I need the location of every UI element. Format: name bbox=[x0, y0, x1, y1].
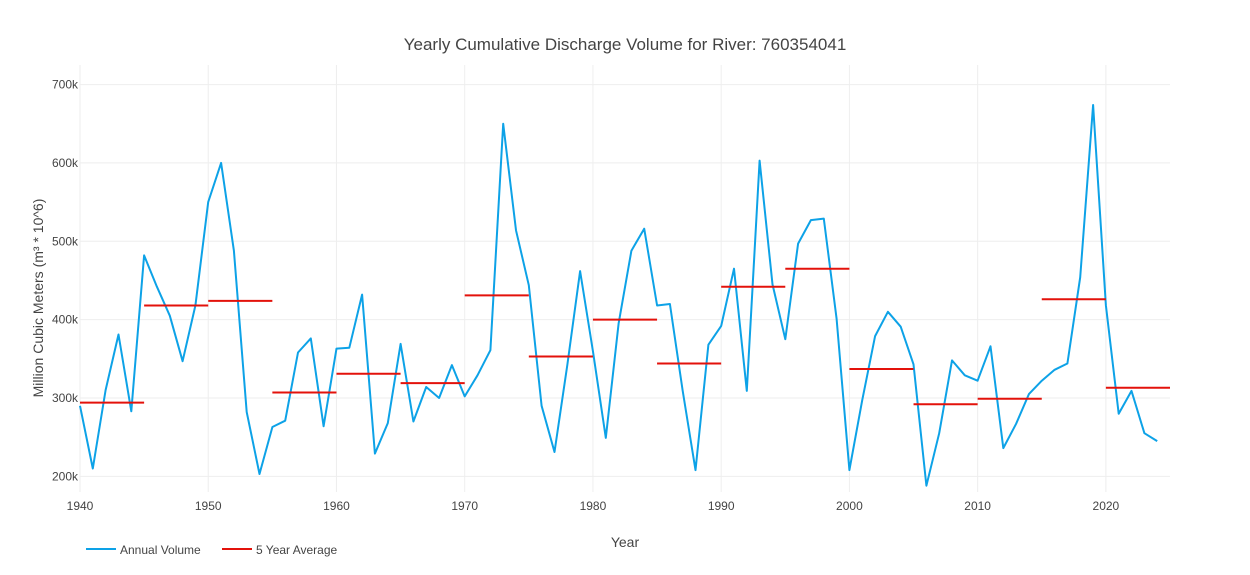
legend: Annual Volume 5 Year Average bbox=[86, 543, 338, 557]
x-tick-label: 1960 bbox=[323, 499, 350, 513]
y-tick-label: 300k bbox=[52, 391, 79, 405]
x-tick-label: 1940 bbox=[67, 499, 94, 513]
legend-label-annual-volume: Annual Volume bbox=[120, 543, 201, 557]
x-tick-label: 1990 bbox=[708, 499, 735, 513]
y-axis-label: Million Cubic Meters (m³ * 10^6) bbox=[30, 199, 46, 398]
y-tick-label: 600k bbox=[52, 156, 79, 170]
x-tick-labels: 1940 1950 1960 1970 1980 1990 2000 2010 2020 bbox=[67, 499, 1120, 513]
x-tick-label: 1950 bbox=[195, 499, 222, 513]
y-tick-label: 200k bbox=[52, 469, 79, 483]
x-tick-label: 1980 bbox=[580, 499, 607, 513]
y-tick-label: 700k bbox=[52, 78, 79, 92]
x-tick-label: 2010 bbox=[964, 499, 991, 513]
x-tick-label: 2000 bbox=[836, 499, 863, 513]
y-tick-label: 400k bbox=[52, 313, 79, 327]
x-gridlines bbox=[79, 65, 1107, 492]
legend-item-5-year-average[interactable]: 5 Year Average bbox=[222, 543, 338, 557]
plot-area bbox=[79, 104, 1170, 487]
legend-item-annual-volume[interactable]: Annual Volume bbox=[86, 543, 201, 557]
y-tick-label: 500k bbox=[52, 234, 79, 248]
x-tick-label: 1970 bbox=[451, 499, 478, 513]
legend-label-5-year-average: 5 Year Average bbox=[256, 543, 338, 557]
y-tick-labels: 200k 300k 400k 500k 600k 700k bbox=[52, 78, 79, 484]
chart-title: Yearly Cumulative Discharge Volume for R… bbox=[404, 35, 847, 54]
x-tick-label: 2020 bbox=[1093, 499, 1120, 513]
series-line-annual-volume bbox=[79, 104, 1158, 487]
x-axis-label: Year bbox=[611, 534, 640, 550]
